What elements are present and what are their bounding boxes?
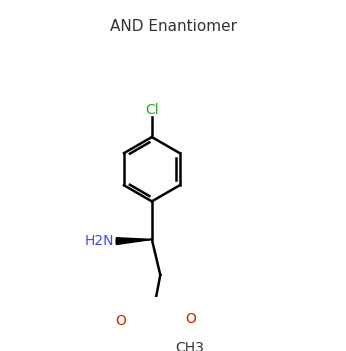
Polygon shape xyxy=(116,238,152,245)
Text: H2N: H2N xyxy=(85,234,115,248)
Text: Cl: Cl xyxy=(145,103,159,117)
Text: O: O xyxy=(185,312,196,326)
Text: O: O xyxy=(116,314,127,329)
Text: AND Enantiomer: AND Enantiomer xyxy=(109,19,237,34)
Text: CH3: CH3 xyxy=(175,341,204,351)
